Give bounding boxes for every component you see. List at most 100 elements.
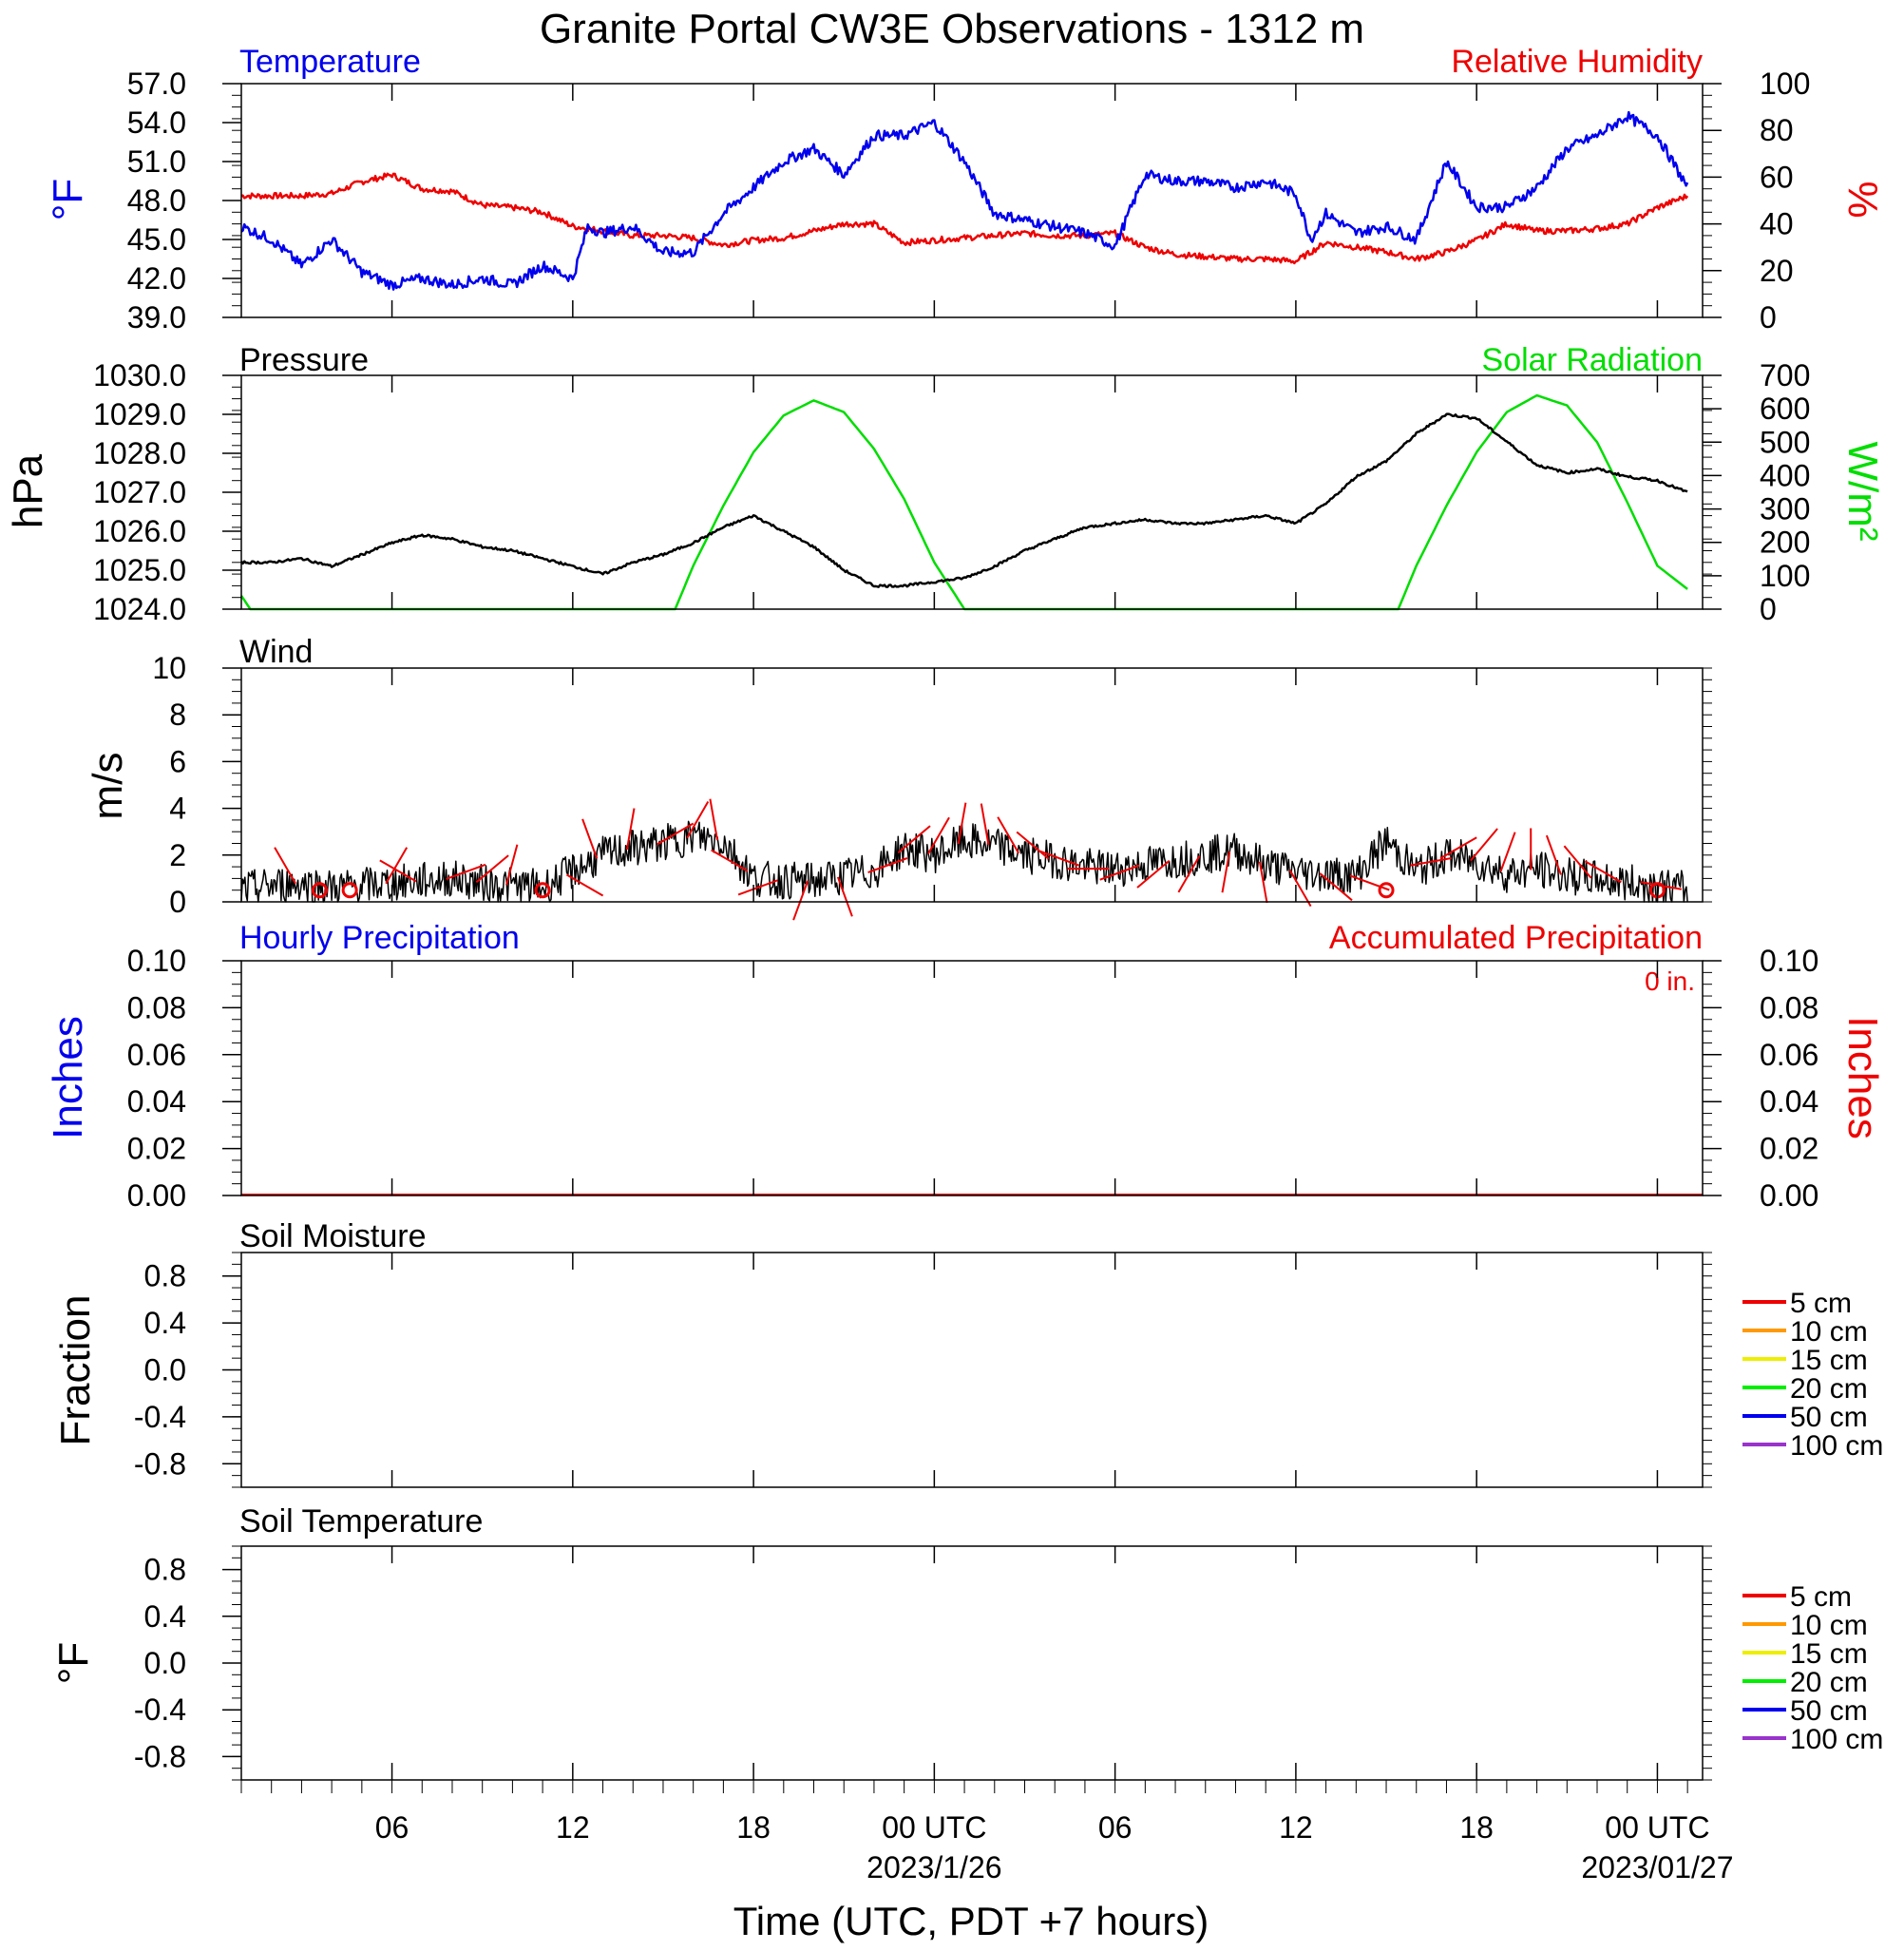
y-tick-label-right: 0.00	[1760, 1178, 1818, 1213]
y-tick-label-right: 400	[1760, 458, 1810, 492]
y-tick-label-left: 0.0	[144, 1646, 186, 1680]
y-tick-label-left: 51.0	[127, 144, 186, 179]
panel-title-wind: Wind	[239, 634, 313, 670]
y-tick-label-right: 0.04	[1760, 1084, 1818, 1119]
y-tick-label-left: 4	[169, 792, 186, 826]
wind-barb	[927, 816, 950, 854]
y-tick-label-right: 0	[1760, 300, 1777, 335]
wind-barb	[1349, 874, 1390, 891]
wind-barb	[1563, 845, 1592, 879]
wind-barb	[1545, 834, 1562, 875]
wind-barb	[1584, 860, 1622, 884]
wind-barb	[737, 879, 778, 896]
panel-frame	[240, 1252, 1704, 1488]
wind-barb	[686, 801, 710, 839]
x-tick-label: 06	[1098, 1810, 1133, 1845]
legend-label: 20 cm	[1790, 1667, 1868, 1698]
y-tick-label-left: 1030.0	[93, 358, 186, 392]
y-tick-label-right: 40	[1760, 207, 1794, 241]
legend-label: 20 cm	[1790, 1373, 1868, 1405]
x-tick-label: 06	[375, 1810, 409, 1845]
temperature-line	[240, 110, 1689, 291]
panel-precipitation: Hourly Precipitation Accumulated Precipi…	[45, 920, 1886, 1213]
wind-barb	[709, 798, 719, 841]
wind-barb	[657, 822, 695, 846]
panel-frame	[240, 667, 1704, 903]
calm-wind-circle	[341, 882, 358, 899]
legend-label: 5 cm	[1790, 1288, 1852, 1319]
wind-barb	[1038, 850, 1079, 867]
y-tick-label-left: 0.8	[144, 1553, 186, 1587]
y-label-solar: W/m²	[1839, 441, 1886, 541]
panel-soil-temperature: Soil Temperature °F 0.8 0.4 0.0 -0.4 -0.8 5 …	[50, 1503, 1883, 1781]
y-tick-label-left: 1029.0	[93, 397, 186, 431]
y-tick-label-left: -0.4	[134, 1693, 186, 1727]
y-tick-label-right: 100	[1760, 67, 1810, 101]
y-ticklabels-accum-precip: 0.10 0.08 0.06 0.04 0.02 0.00	[1703, 944, 1818, 1213]
y-tick-label-right: 0.10	[1760, 944, 1818, 978]
y-tick-label-left: 0.8	[144, 1259, 186, 1293]
panel-frame	[240, 83, 1704, 318]
x-tick-label: 2023/1/26	[866, 1850, 1001, 1884]
y-tick-label-left: 0.0	[144, 1353, 186, 1387]
y-tick-label-left: 54.0	[127, 105, 186, 140]
series-wind	[240, 798, 1688, 921]
y-tick-label-left: 0.10	[127, 944, 186, 978]
y-label-soil-temperature: °F	[50, 1642, 97, 1684]
wind-barb	[867, 857, 908, 873]
panel-title-temperature: Temperature	[239, 44, 421, 80]
y-tick-label-left: 0.00	[127, 1178, 186, 1213]
y-tick-label-left: 0.08	[127, 990, 186, 1024]
x-tick-label: 18	[1459, 1810, 1494, 1845]
precip-total-label: 0 in.	[1645, 966, 1695, 996]
y-tick-label-left: 1028.0	[93, 436, 186, 470]
wind-barb	[274, 847, 296, 885]
y-tick-label-left: 0.02	[127, 1132, 186, 1166]
y-tick-label-left: 6	[169, 744, 186, 778]
y-label-humidity: %	[1839, 181, 1886, 218]
series-temperature-humidity	[240, 110, 1689, 291]
wind-barb	[379, 859, 417, 883]
y-tick-label-left: 8	[169, 698, 186, 732]
panel-pressure-solar: Pressure Solar Radiation hPa W/m² 1030.0…	[5, 342, 1886, 626]
x-tick-label: 2023/01/27	[1581, 1850, 1733, 1884]
wind-barb	[565, 873, 604, 897]
legend-label: 15 cm	[1790, 1345, 1868, 1376]
legend-label: 10 cm	[1790, 1610, 1868, 1641]
wind-barb	[836, 876, 853, 917]
y-tick-label-right: 500	[1760, 425, 1810, 459]
wind-barb	[1258, 861, 1268, 904]
wind-barb	[475, 854, 509, 884]
wind-barb	[792, 880, 809, 921]
panel-title-soil-moisture: Soil Moisture	[239, 1218, 427, 1254]
panel-frame	[240, 374, 1704, 610]
y-tick-label-left: -0.8	[134, 1446, 186, 1481]
wind-barb	[1410, 857, 1452, 867]
x-tick-label: 12	[1279, 1810, 1313, 1845]
panel-title-hourly-precip: Hourly Precipitation	[239, 920, 520, 956]
y-tick-label-right: 0	[1760, 592, 1777, 626]
rh-line	[240, 172, 1689, 265]
panel-title-relative-humidity: Relative Humidity	[1451, 44, 1703, 80]
y-ticklabels-pressure: 1030.0 1029.0 1028.0 1027.0 1026.0 1025.0 1024…	[93, 358, 1712, 626]
y-tick-label-right: 600	[1760, 392, 1810, 426]
y-tick-label-left: 1026.0	[93, 514, 186, 548]
x-tick-label: 00 UTC	[1605, 1810, 1709, 1845]
y-tick-label-right: 0.08	[1760, 990, 1818, 1024]
panel-title-solar: Solar Radiation	[1482, 342, 1703, 378]
wind-barb	[1099, 864, 1140, 881]
series-pressure-solar	[239, 393, 1688, 611]
y-label-temperature: °F	[45, 179, 91, 220]
y-label-accum-precip: Inches	[1839, 1016, 1886, 1139]
wind-barb	[897, 825, 931, 854]
legend-label: 15 cm	[1790, 1638, 1868, 1670]
wind-barb	[1016, 831, 1050, 860]
panel-frame	[240, 1545, 1704, 1781]
x-tick-label: 18	[736, 1810, 771, 1845]
wind-barb	[1470, 828, 1498, 862]
y-label-pressure: hPa	[5, 453, 51, 528]
pressure-line	[239, 412, 1688, 588]
wind-barb	[1177, 855, 1201, 893]
y-ticklabels-hourly-precip: 0.10 0.08 0.06 0.04 0.02 0.00	[127, 944, 1712, 1213]
